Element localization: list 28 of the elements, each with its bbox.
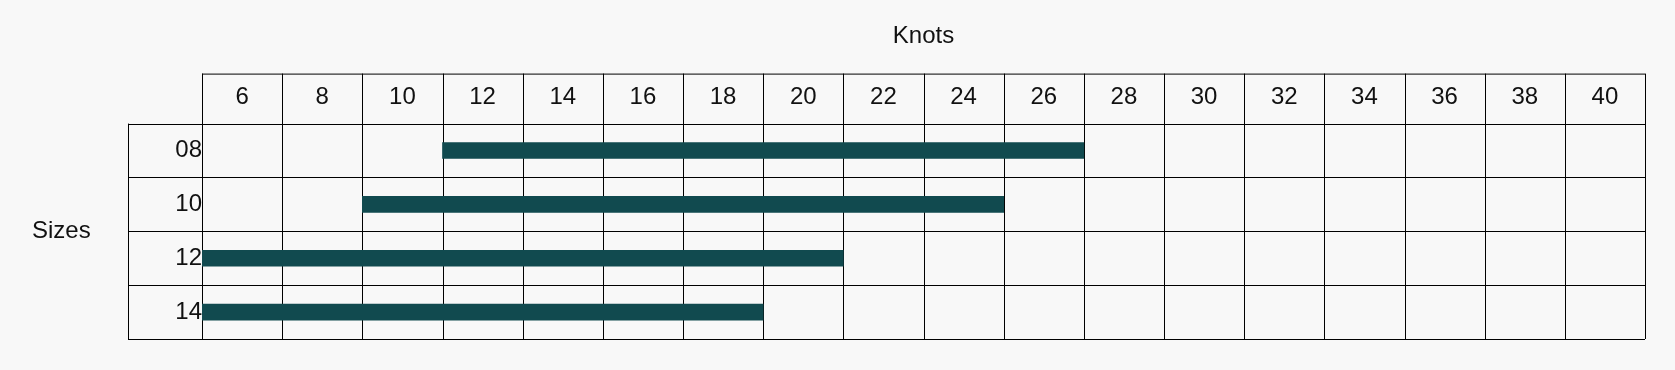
y-axis-title: Sizes: [32, 215, 91, 243]
bar: [442, 142, 1085, 159]
y-tick-label: 08: [175, 135, 202, 163]
bar: [202, 303, 764, 321]
x-tick-label: 18: [709, 81, 737, 109]
x-tick-label: 40: [1591, 81, 1619, 109]
y-tick-label: 12: [175, 242, 202, 270]
x-tick-label: 16: [629, 81, 657, 109]
x-tick-label: 34: [1351, 81, 1378, 109]
y-tick-label: 10: [175, 189, 202, 216]
x-tick-label: 10: [389, 81, 416, 109]
x-tick-label: 32: [1270, 81, 1298, 109]
x-tick-label: 38: [1511, 81, 1539, 109]
x-axis-title: Knots: [892, 21, 955, 49]
x-tick-label: 28: [1110, 81, 1138, 109]
y-tick-label: 14: [175, 296, 202, 324]
x-tick-label: 8: [315, 81, 329, 109]
x-tick-label: 12: [469, 81, 496, 109]
x-tick-label: 6: [235, 81, 249, 109]
x-tick-label: 20: [789, 81, 817, 109]
x-tick-label: 26: [1030, 81, 1058, 109]
x-tick-label: 24: [950, 81, 977, 109]
x-tick-label: 30: [1190, 81, 1218, 109]
bar: [362, 196, 1004, 213]
x-tick-label: 14: [549, 81, 577, 109]
x-tick-label: 36: [1431, 81, 1458, 109]
x-tick-label: 22: [870, 81, 897, 109]
bar: [202, 249, 844, 267]
